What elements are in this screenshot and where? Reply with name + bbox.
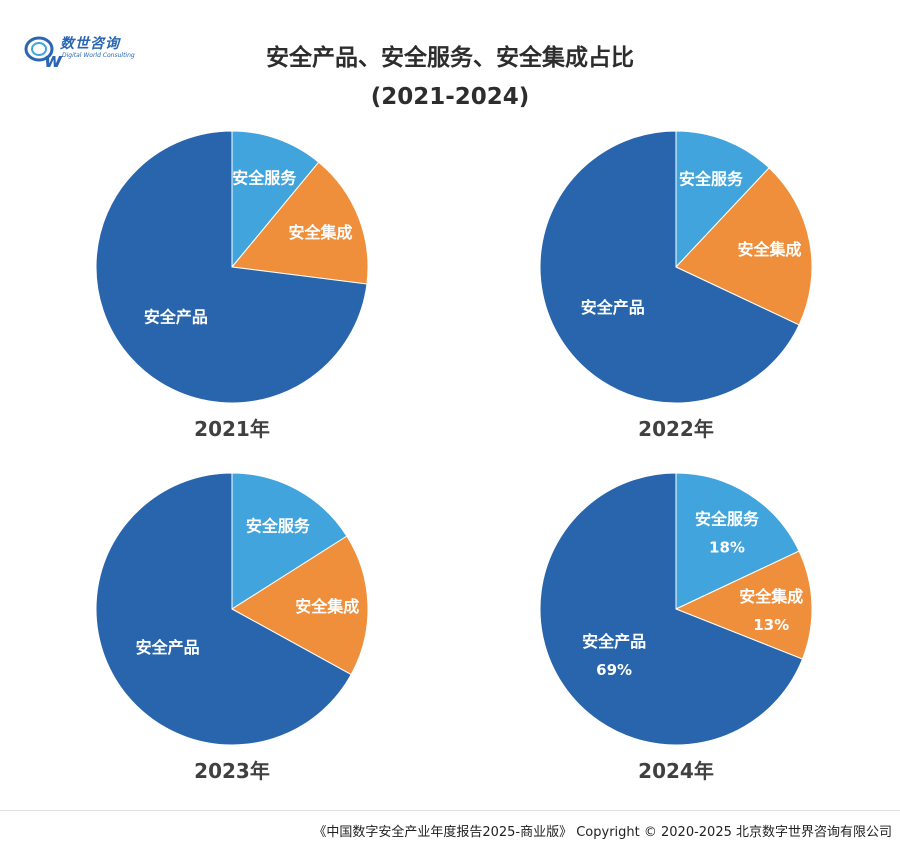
slice-label-4-1: 安全服务 xyxy=(695,510,760,529)
pie-slice-3-3 xyxy=(95,472,352,746)
slice-value-label-4-1: 18% xyxy=(709,539,745,557)
logo-text-cn: 数世咨询 xyxy=(60,36,120,52)
slice-label-2-1: 安全服务 xyxy=(679,170,744,189)
footer-divider xyxy=(0,810,900,811)
logo-mark-icon: w xyxy=(24,36,63,72)
pie-year-label-3: 2023年 xyxy=(194,759,270,783)
slice-label-2-3: 安全产品 xyxy=(581,298,645,317)
pie-year-label-2: 2022年 xyxy=(638,417,714,441)
pie-slice-3-2 xyxy=(231,535,369,676)
logo-text-en: Digital World Consulting xyxy=(62,52,135,59)
pie-slice-2-3 xyxy=(539,130,800,404)
pie-slice-4-3 xyxy=(539,472,804,746)
pie-slice-1-2 xyxy=(231,161,369,285)
pie-slice-1-3 xyxy=(95,130,368,404)
slice-label-4-2: 安全集成 xyxy=(739,587,803,606)
chart-subtitle: (2021-2024) xyxy=(370,84,530,110)
slice-label-1-1: 安全服务 xyxy=(232,168,297,187)
slice-label-3-3: 安全产品 xyxy=(136,638,200,657)
slice-value-label-4-3: 69% xyxy=(596,661,632,679)
pie-slice-2-1 xyxy=(675,130,770,269)
slice-label-2-2: 安全集成 xyxy=(737,240,801,259)
slice-label-1-3: 安全产品 xyxy=(144,308,208,327)
pie-slice-4-1 xyxy=(675,472,800,610)
slice-label-3-1: 安全服务 xyxy=(246,517,311,536)
chart-title: 安全产品、安全服务、安全集成占比 xyxy=(266,45,634,71)
pie-year-label-4: 2024年 xyxy=(638,759,714,783)
footer-copyright: 《中国数字安全产业年度报告2025-商业版》 Copyright © 2020-… xyxy=(313,825,892,840)
pie-slice-1-1 xyxy=(231,130,320,269)
svg-text:w: w xyxy=(44,48,63,72)
logo: w 数世咨询 Digital World Consulting xyxy=(24,28,154,76)
pie-slice-2-2 xyxy=(675,167,813,326)
slice-label-4-3: 安全产品 xyxy=(582,632,646,651)
slice-value-label-4-2: 13% xyxy=(753,616,789,634)
pie-chart-4: 安全服务 18% 安全集成 13% 安全产品 69% 2024年 xyxy=(539,472,813,783)
pie-year-label-1: 2021年 xyxy=(194,417,270,441)
slice-label-1-2: 安全集成 xyxy=(288,223,352,242)
slice-label-3-2: 安全集成 xyxy=(295,597,359,616)
pie-slice-3-1 xyxy=(231,472,348,610)
pie-slice-4-2 xyxy=(674,550,813,660)
